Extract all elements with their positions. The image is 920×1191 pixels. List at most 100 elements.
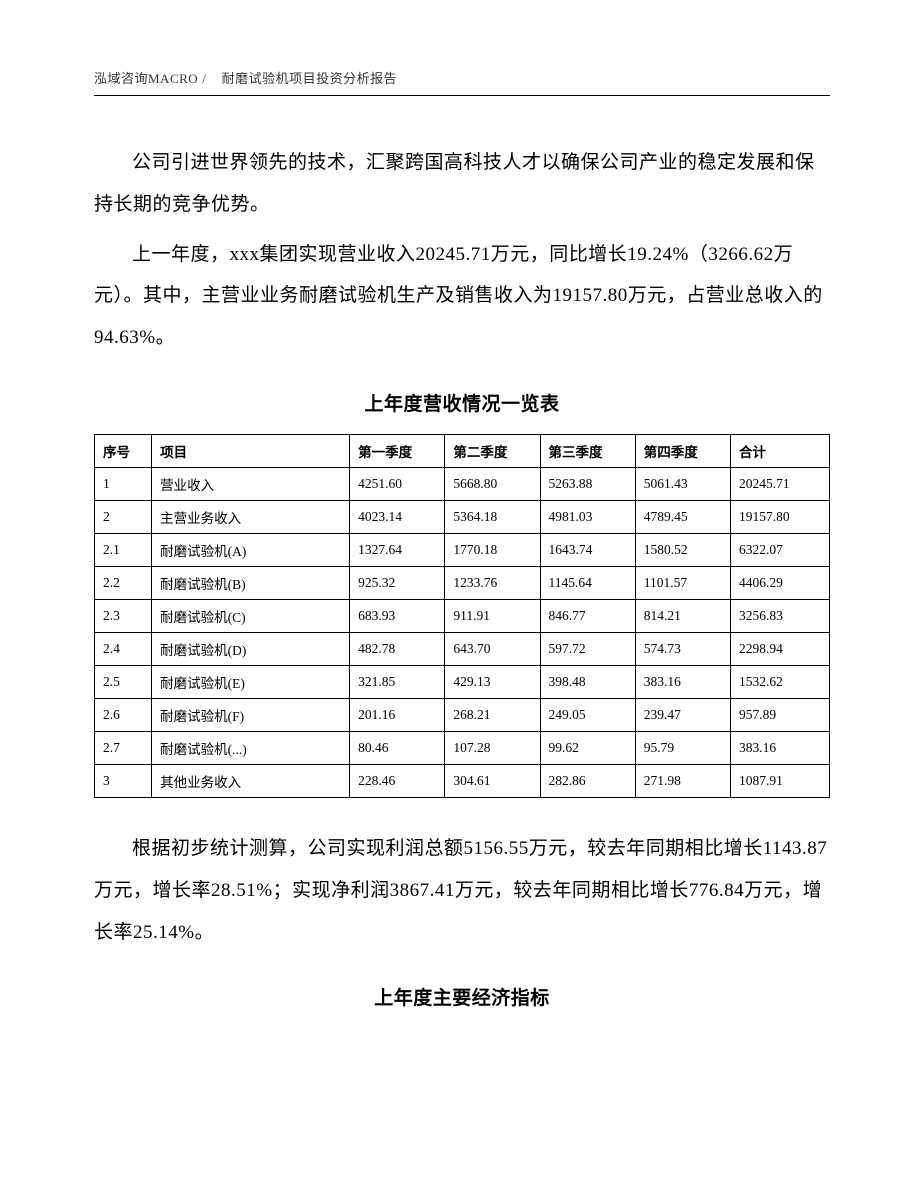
cell-q1: 228.46 <box>350 764 445 797</box>
cell-q3: 99.62 <box>540 731 635 764</box>
cell-total: 2298.94 <box>730 632 829 665</box>
cell-seq: 2.1 <box>95 533 152 566</box>
cell-q3: 282.86 <box>540 764 635 797</box>
cell-q2: 304.61 <box>445 764 540 797</box>
cell-total: 19157.80 <box>730 500 829 533</box>
cell-seq: 2 <box>95 500 152 533</box>
cell-q1: 201.16 <box>350 698 445 731</box>
cell-item: 营业收入 <box>152 467 350 500</box>
cell-q3: 4981.03 <box>540 500 635 533</box>
th-seq: 序号 <box>95 434 152 467</box>
cell-seq: 2.4 <box>95 632 152 665</box>
table-row: 2.3 耐磨试验机(C) 683.93 911.91 846.77 814.21… <box>95 599 830 632</box>
cell-item: 耐磨试验机(C) <box>152 599 350 632</box>
table-row: 2.7 耐磨试验机(...) 80.46 107.28 99.62 95.79 … <box>95 731 830 764</box>
header-company: 泓域咨询MACRO <box>94 71 198 86</box>
cell-q1: 683.93 <box>350 599 445 632</box>
cell-q4: 1580.52 <box>635 533 730 566</box>
th-item: 项目 <box>152 434 350 467</box>
header-report-name: 耐磨试验机项目投资分析报告 <box>222 71 398 86</box>
cell-item: 耐磨试验机(A) <box>152 533 350 566</box>
cell-item: 耐磨试验机(D) <box>152 632 350 665</box>
cell-q4: 574.73 <box>635 632 730 665</box>
cell-total: 6322.07 <box>730 533 829 566</box>
table-row: 1 营业收入 4251.60 5668.80 5263.88 5061.43 2… <box>95 467 830 500</box>
cell-q1: 1327.64 <box>350 533 445 566</box>
header-divider <box>94 95 830 96</box>
cell-q3: 1643.74 <box>540 533 635 566</box>
table1-title: 上年度营收情况一览表 <box>94 389 830 416</box>
cell-q1: 321.85 <box>350 665 445 698</box>
cell-q4: 814.21 <box>635 599 730 632</box>
cell-q3: 597.72 <box>540 632 635 665</box>
paragraph-1: 公司引进世界领先的技术，汇聚跨国高科技人才以确保公司产业的稳定发展和保持长期的竞… <box>94 142 830 226</box>
table-row: 2.1 耐磨试验机(A) 1327.64 1770.18 1643.74 158… <box>95 533 830 566</box>
th-q4: 第四季度 <box>635 434 730 467</box>
cell-q4: 95.79 <box>635 731 730 764</box>
cell-q2: 1233.76 <box>445 566 540 599</box>
cell-q2: 643.70 <box>445 632 540 665</box>
table-row: 2.2 耐磨试验机(B) 925.32 1233.76 1145.64 1101… <box>95 566 830 599</box>
paragraph-2: 上一年度，xxx集团实现营业收入20245.71万元，同比增长19.24%（32… <box>94 234 830 359</box>
th-total: 合计 <box>730 434 829 467</box>
cell-q1: 925.32 <box>350 566 445 599</box>
cell-total: 957.89 <box>730 698 829 731</box>
th-q1: 第一季度 <box>350 434 445 467</box>
cell-total: 383.16 <box>730 731 829 764</box>
cell-q3: 5263.88 <box>540 467 635 500</box>
cell-q2: 5668.80 <box>445 467 540 500</box>
cell-q3: 846.77 <box>540 599 635 632</box>
table-body: 1 营业收入 4251.60 5668.80 5263.88 5061.43 2… <box>95 467 830 797</box>
cell-seq: 2.3 <box>95 599 152 632</box>
cell-q1: 482.78 <box>350 632 445 665</box>
cell-seq: 2.2 <box>95 566 152 599</box>
cell-total: 1087.91 <box>730 764 829 797</box>
cell-q2: 107.28 <box>445 731 540 764</box>
cell-q4: 5061.43 <box>635 467 730 500</box>
cell-q2: 911.91 <box>445 599 540 632</box>
cell-q3: 249.05 <box>540 698 635 731</box>
cell-q3: 1145.64 <box>540 566 635 599</box>
cell-q1: 80.46 <box>350 731 445 764</box>
cell-item: 耐磨试验机(B) <box>152 566 350 599</box>
cell-seq: 2.7 <box>95 731 152 764</box>
cell-q2: 5364.18 <box>445 500 540 533</box>
cell-item: 主营业务收入 <box>152 500 350 533</box>
cell-total: 1532.62 <box>730 665 829 698</box>
table-row: 2 主营业务收入 4023.14 5364.18 4981.03 4789.45… <box>95 500 830 533</box>
table-header-row: 序号 项目 第一季度 第二季度 第三季度 第四季度 合计 <box>95 434 830 467</box>
cell-q4: 383.16 <box>635 665 730 698</box>
table-row: 3 其他业务收入 228.46 304.61 282.86 271.98 108… <box>95 764 830 797</box>
section2-title: 上年度主要经济指标 <box>94 983 830 1010</box>
cell-item: 其他业务收入 <box>152 764 350 797</box>
cell-q4: 271.98 <box>635 764 730 797</box>
table-row: 2.5 耐磨试验机(E) 321.85 429.13 398.48 383.16… <box>95 665 830 698</box>
cell-item: 耐磨试验机(F) <box>152 698 350 731</box>
cell-q2: 268.21 <box>445 698 540 731</box>
cell-seq: 1 <box>95 467 152 500</box>
cell-total: 4406.29 <box>730 566 829 599</box>
cell-q4: 4789.45 <box>635 500 730 533</box>
cell-total: 3256.83 <box>730 599 829 632</box>
cell-item: 耐磨试验机(...) <box>152 731 350 764</box>
cell-q2: 429.13 <box>445 665 540 698</box>
cell-q4: 1101.57 <box>635 566 730 599</box>
th-q3: 第三季度 <box>540 434 635 467</box>
header-separator: / <box>202 71 206 86</box>
cell-q1: 4023.14 <box>350 500 445 533</box>
revenue-table: 序号 项目 第一季度 第二季度 第三季度 第四季度 合计 1 营业收入 4251… <box>94 434 830 798</box>
cell-seq: 2.5 <box>95 665 152 698</box>
cell-q1: 4251.60 <box>350 467 445 500</box>
cell-seq: 2.6 <box>95 698 152 731</box>
th-q2: 第二季度 <box>445 434 540 467</box>
page-header: 泓域咨询MACRO / 耐磨试验机项目投资分析报告 <box>94 68 830 87</box>
cell-q2: 1770.18 <box>445 533 540 566</box>
paragraph-3: 根据初步统计测算，公司实现利润总额5156.55万元，较去年同期相比增长1143… <box>94 828 830 953</box>
table-row: 2.4 耐磨试验机(D) 482.78 643.70 597.72 574.73… <box>95 632 830 665</box>
cell-q3: 398.48 <box>540 665 635 698</box>
cell-total: 20245.71 <box>730 467 829 500</box>
cell-item: 耐磨试验机(E) <box>152 665 350 698</box>
cell-q4: 239.47 <box>635 698 730 731</box>
table-row: 2.6 耐磨试验机(F) 201.16 268.21 249.05 239.47… <box>95 698 830 731</box>
cell-seq: 3 <box>95 764 152 797</box>
